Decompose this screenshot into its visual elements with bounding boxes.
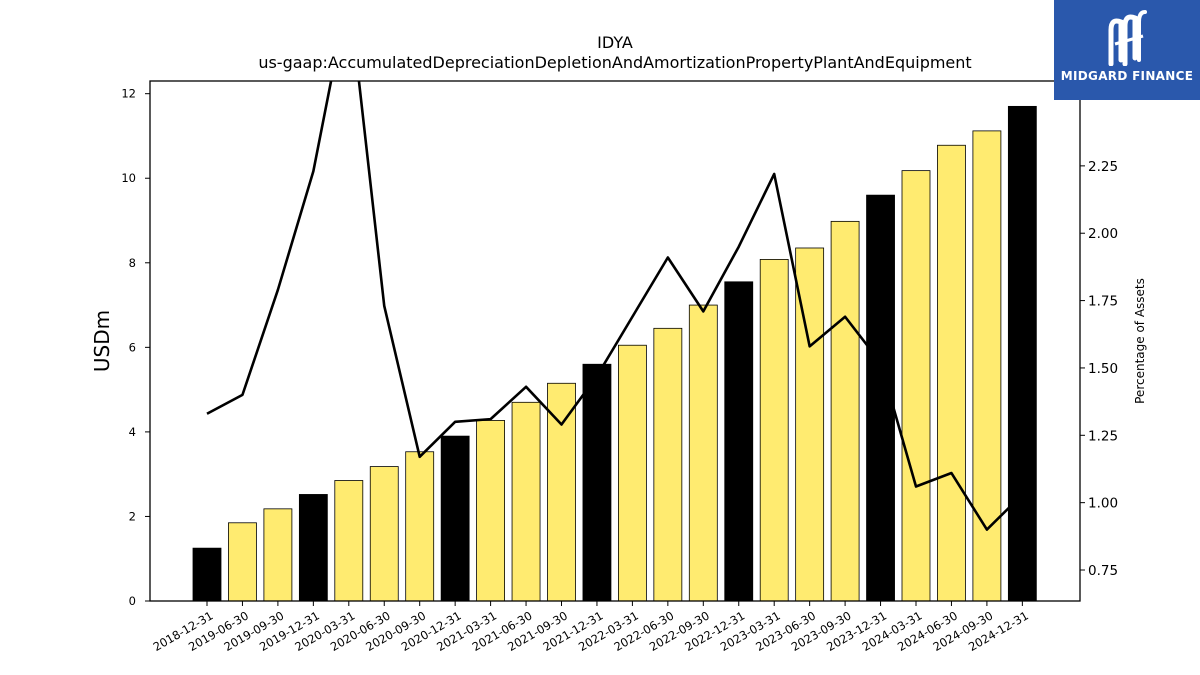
y-axis-label-right: Percentage of Assets bbox=[1133, 278, 1147, 404]
y-tick-label-right: 0.75 bbox=[1088, 563, 1118, 579]
bar bbox=[334, 480, 364, 602]
bar-series bbox=[192, 105, 1037, 602]
y-tick-label-right: 1.00 bbox=[1088, 496, 1118, 512]
y-tick-label-right: 2.25 bbox=[1088, 159, 1118, 175]
bar bbox=[653, 327, 683, 602]
logo: MIDGARD FINANCE bbox=[1054, 0, 1200, 100]
bar bbox=[440, 435, 470, 602]
series-line bbox=[206, 81, 1024, 531]
y-tick-label: 12 bbox=[121, 87, 136, 101]
bar bbox=[228, 522, 257, 602]
y-axis-right: 0.75 1.00 1.25 1.50 1.75 2.00 2.25 bbox=[1080, 159, 1118, 579]
bar bbox=[759, 259, 789, 602]
logo-text: MIDGARD FINANCE bbox=[1060, 69, 1194, 83]
line-series bbox=[206, 81, 1024, 531]
bar bbox=[724, 281, 754, 602]
bar bbox=[972, 130, 1002, 602]
bar bbox=[263, 508, 293, 602]
bar bbox=[937, 144, 966, 602]
y-tick-label: 2 bbox=[129, 509, 136, 523]
logo-icon bbox=[1108, 10, 1147, 66]
bar bbox=[1007, 105, 1037, 602]
chart-title: IDYA bbox=[597, 33, 633, 52]
y-tick-label: 8 bbox=[129, 256, 136, 270]
bar bbox=[511, 401, 541, 602]
y-axis-left: 0 2 4 6 8 10 12 bbox=[121, 87, 150, 608]
bar bbox=[192, 547, 222, 602]
chart-subtitle: us-gaap:AccumulatedDepreciationDepletion… bbox=[258, 53, 971, 72]
bar bbox=[901, 170, 931, 602]
bar bbox=[298, 494, 328, 602]
bar bbox=[476, 420, 506, 602]
x-axis: 2018-12-312019-06-302019-09-302019-12-31… bbox=[151, 601, 1031, 654]
bar bbox=[618, 344, 647, 602]
plot-frame bbox=[149, 80, 1081, 602]
bar bbox=[582, 363, 612, 602]
y-tick-label: 0 bbox=[129, 594, 136, 608]
y-tick-label-right: 1.75 bbox=[1088, 294, 1118, 310]
bar bbox=[369, 466, 399, 602]
y-tick-label-right: 2.00 bbox=[1088, 226, 1118, 242]
bar bbox=[688, 304, 718, 602]
y-tick-label-right: 1.25 bbox=[1088, 428, 1118, 444]
y-tick-label: 6 bbox=[129, 340, 136, 354]
bar bbox=[405, 451, 435, 602]
y-axis-label: USDm bbox=[90, 310, 114, 372]
y-tick-label: 4 bbox=[129, 425, 136, 439]
y-tick-label-right: 1.50 bbox=[1088, 361, 1118, 377]
bar bbox=[547, 382, 576, 602]
bar bbox=[830, 220, 860, 602]
y-tick-label: 10 bbox=[121, 171, 136, 185]
